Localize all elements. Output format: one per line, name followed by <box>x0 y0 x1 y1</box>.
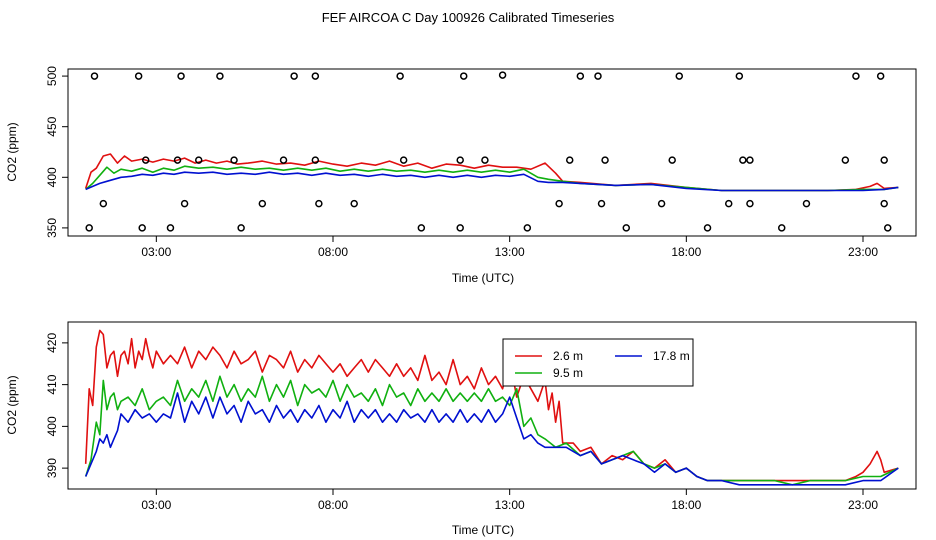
data-point-marker <box>459 72 468 80</box>
legend: 2.6 m 17.8 m 9.5 m <box>502 338 694 387</box>
series-line-9-5-m-bottom <box>84 375 899 486</box>
data-point-marker <box>481 156 489 164</box>
data-point-marker <box>777 224 786 232</box>
data-point-marker <box>350 199 358 208</box>
data-point-marker <box>230 156 238 164</box>
x-axis-label-bottom: Time (UTC) <box>452 523 514 537</box>
panel-bottom: 03:00 08:00 13:00 18:00 23:00 390 400 410 420 T… <box>5 321 917 537</box>
y-tick-label: 350 <box>45 218 59 238</box>
data-point-marker <box>622 224 631 232</box>
x-tick-label: 18:00 <box>671 498 701 512</box>
x-tick-label: 13:00 <box>495 245 525 259</box>
data-point-marker <box>703 224 712 232</box>
series-line-17-8-m-bottom <box>84 392 899 486</box>
y-tick-label: 400 <box>45 416 59 436</box>
data-point-marker <box>498 71 507 79</box>
data-point-marker <box>601 156 609 164</box>
plot-frame-bottom <box>67 321 917 490</box>
data-point-marker <box>746 199 754 208</box>
y-axis-label-top: CO2 (ppm) <box>5 122 19 181</box>
x-tick-label: 18:00 <box>671 245 701 259</box>
data-point-marker <box>456 156 464 164</box>
data-point-marker <box>883 224 892 232</box>
data-point-marker <box>417 224 426 232</box>
x-tick-label: 23:00 <box>848 245 878 259</box>
data-point-marker <box>880 199 888 208</box>
x-tick-label: 23:00 <box>848 498 878 512</box>
series-line-17-8-m-top <box>85 171 899 192</box>
x-tick-label: 08:00 <box>318 245 348 259</box>
y-tick-label: 390 <box>45 458 59 478</box>
data-point-marker <box>739 156 747 164</box>
data-point-marker <box>657 199 666 208</box>
x-tick-label: 03:00 <box>141 498 171 512</box>
y-tick-label: 400 <box>45 167 59 187</box>
data-point-marker <box>735 72 744 80</box>
plot-frame-top <box>67 68 917 237</box>
data-point-marker <box>99 199 108 208</box>
data-point-marker <box>876 72 885 80</box>
data-point-marker <box>237 224 245 232</box>
data-point-marker <box>565 156 574 164</box>
data-point-marker <box>396 72 404 80</box>
panel-top: 03:00 08:00 13:00 18:00 23:00 350 400 450 500 T… <box>5 66 917 285</box>
legend-box <box>502 338 694 387</box>
series-line-2-6-m-bottom <box>84 329 899 482</box>
data-point-marker <box>216 72 224 80</box>
data-point-marker <box>311 156 320 164</box>
y-axis-label-bottom: CO2 (ppm) <box>5 375 19 434</box>
data-point-marker <box>852 72 860 80</box>
legend-label-9-5m: 9.5 m <box>553 366 583 380</box>
data-point-marker <box>555 199 563 208</box>
data-point-marker <box>311 72 320 80</box>
data-point-marker <box>134 72 143 80</box>
y-tick-label: 410 <box>45 374 59 394</box>
x-tick-label: 08:00 <box>318 498 348 512</box>
data-point-marker <box>177 72 185 80</box>
data-point-marker <box>597 199 606 208</box>
data-point-marker <box>724 199 733 208</box>
data-point-marker <box>746 156 754 164</box>
data-point-marker <box>802 199 811 208</box>
data-point-marker <box>90 72 99 80</box>
data-point-marker <box>290 72 298 80</box>
data-point-marker <box>841 156 850 164</box>
x-tick-label: 13:00 <box>495 498 525 512</box>
series-line-9-5-m-top <box>85 165 899 192</box>
data-point-marker <box>315 199 323 208</box>
data-point-marker <box>456 224 464 232</box>
data-point-marker <box>166 224 175 232</box>
data-point-marker <box>880 156 888 164</box>
data-point-marker <box>194 156 203 164</box>
legend-label-17-8m: 17.8 m <box>653 349 690 363</box>
data-point-marker <box>675 72 684 80</box>
data-point-marker <box>523 224 532 232</box>
data-point-marker <box>180 199 189 208</box>
data-point-marker <box>138 224 146 232</box>
y-tick-label: 420 <box>45 333 59 353</box>
data-point-marker <box>173 156 182 164</box>
data-point-marker <box>85 224 93 232</box>
y-tick-label: 500 <box>45 66 59 86</box>
legend-label-2-6m: 2.6 m <box>553 349 583 363</box>
data-point-marker <box>576 72 585 80</box>
data-point-marker <box>141 156 150 164</box>
chart-title: FEF AIRCOA C Day 100926 Calibrated Times… <box>322 10 615 25</box>
x-tick-label: 03:00 <box>141 245 171 259</box>
data-point-marker <box>668 156 676 164</box>
x-axis-label-top: Time (UTC) <box>452 271 514 285</box>
data-point-marker <box>399 156 408 164</box>
y-tick-label: 450 <box>45 116 59 136</box>
data-point-marker <box>594 72 602 80</box>
data-point-marker <box>279 156 288 164</box>
data-point-marker <box>258 199 267 208</box>
